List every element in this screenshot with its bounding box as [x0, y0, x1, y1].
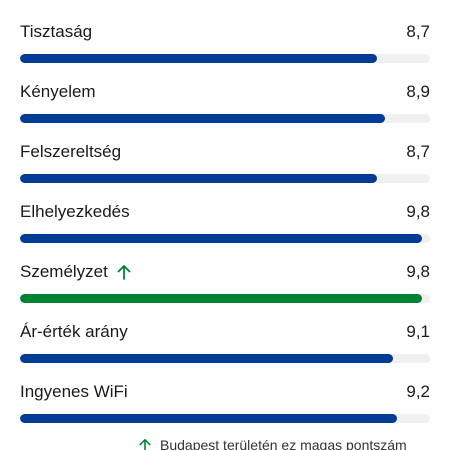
arrow-up-icon	[139, 438, 151, 450]
rating-row-comfort: Kényelem 8,9	[20, 79, 430, 129]
rating-bar-fill	[20, 54, 377, 63]
rating-bar-track	[20, 234, 430, 243]
rating-bar-track	[20, 54, 430, 63]
rating-label: Ár-érték arány	[20, 322, 128, 341]
rating-label: Kényelem	[20, 82, 96, 101]
rating-label: Elhelyezkedés	[20, 202, 130, 221]
rating-row-staff: Személyzet 9,8	[20, 259, 430, 309]
rating-bar-fill	[20, 414, 398, 423]
rating-label: Személyzet	[20, 262, 108, 281]
rating-bar-fill	[20, 294, 422, 303]
rating-bar-track	[20, 414, 430, 423]
rating-bar-track	[20, 114, 430, 123]
rating-score: 9,8	[406, 202, 430, 221]
rating-score: 8,7	[406, 142, 430, 161]
rating-bar-fill	[20, 174, 377, 183]
rating-score: 9,1	[406, 322, 430, 341]
footnote-text: Budapest területén ez magas pontszám	[160, 437, 407, 450]
rating-bar-track	[20, 294, 430, 303]
rating-bar-fill	[20, 234, 422, 243]
rating-bar-track	[20, 354, 430, 363]
rating-score: 9,2	[406, 382, 430, 401]
rating-score: 9,8	[406, 262, 430, 281]
rating-label: Tisztaság	[20, 22, 93, 41]
rating-row-cleanliness: Tisztaság 8,7	[20, 19, 430, 69]
rating-row-facilities: Felszereltség 8,7	[20, 139, 430, 189]
arrow-up-icon	[117, 265, 131, 280]
rating-score: 8,7	[406, 22, 430, 41]
rating-bar-fill	[20, 114, 385, 123]
rating-label: Ingyenes WiFi	[20, 382, 128, 401]
rating-score: 8,9	[406, 82, 430, 101]
high-score-footnote: Budapest területén ez magas pontszám	[138, 437, 407, 450]
rating-row-location: Elhelyezkedés 9,8	[20, 199, 430, 249]
rating-row-free-wifi: Ingyenes WiFi 9,2	[20, 379, 430, 429]
rating-bar-fill	[20, 354, 394, 363]
rating-bar-track	[20, 174, 430, 183]
rating-label: Felszereltség	[20, 142, 122, 161]
rating-row-value-for-money: Ár-érték arány 9,1	[20, 319, 430, 369]
